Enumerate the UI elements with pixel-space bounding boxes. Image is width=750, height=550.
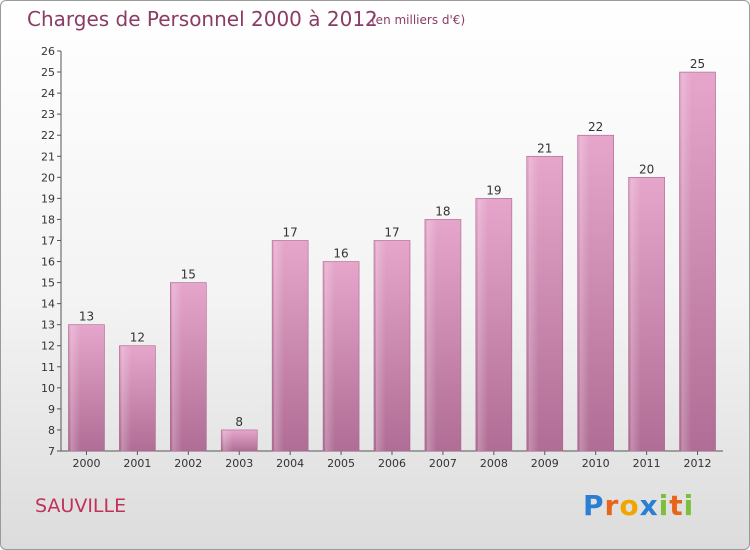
x-tick-label: 2000 — [72, 457, 100, 470]
bar-highlight — [528, 157, 539, 451]
bar-highlight — [579, 136, 590, 452]
logo-letter: x — [639, 489, 659, 522]
bar-highlight — [121, 346, 132, 451]
bar-highlight — [376, 241, 386, 451]
x-tick-label: 2011 — [633, 457, 661, 470]
bar-highlight — [223, 430, 234, 451]
logo-letter: i — [658, 489, 670, 522]
bar-value-label: 12 — [130, 331, 145, 345]
y-tick-label: 24 — [41, 87, 55, 100]
y-tick-label: 12 — [41, 340, 55, 353]
x-tick-label: 2010 — [582, 457, 610, 470]
y-tick-label: 26 — [41, 45, 55, 58]
chart-title: Charges de Personnel 2000 à 2012 — [27, 7, 378, 31]
bar-highlight — [274, 241, 285, 451]
chart-subtitle: (en milliers d'€) — [371, 13, 466, 27]
x-tick-label: 2012 — [684, 457, 712, 470]
bar-highlight — [172, 283, 183, 451]
y-tick-label: 22 — [41, 129, 55, 142]
x-tick-label: 2006 — [378, 457, 406, 470]
y-tick-label: 9 — [48, 403, 55, 416]
x-tick-label: 2009 — [531, 457, 559, 470]
logo-letter: r — [604, 489, 620, 522]
x-tick-label: 2002 — [174, 457, 202, 470]
y-tick-label: 10 — [41, 382, 55, 395]
y-tick-label: 16 — [41, 256, 55, 269]
y-tick-label: 17 — [41, 234, 55, 247]
bar-value-label: 8 — [235, 415, 243, 429]
bar-value-label: 25 — [690, 57, 705, 71]
y-tick-label: 19 — [41, 192, 55, 205]
bar-highlight — [477, 199, 488, 451]
y-tick-label: 21 — [41, 150, 55, 163]
y-tick-label: 8 — [48, 424, 55, 437]
y-tick-label: 23 — [41, 108, 55, 121]
city-name: SAUVILLE — [35, 495, 127, 517]
x-tick-label: 2004 — [276, 457, 304, 470]
bar-value-label: 22 — [588, 120, 603, 134]
logo-letter: i — [683, 489, 695, 522]
bar-highlight — [70, 325, 81, 451]
x-tick-label: 2003 — [225, 457, 253, 470]
bar-value-label: 17 — [283, 225, 298, 239]
bar-value-label: 19 — [486, 183, 501, 197]
logo-letter: P — [583, 489, 605, 522]
y-tick-label: 15 — [41, 277, 55, 290]
x-tick-label: 2005 — [327, 457, 355, 470]
y-tick-label: 11 — [41, 361, 55, 374]
y-tick-label: 14 — [41, 298, 55, 311]
y-tick-label: 25 — [41, 66, 55, 79]
logo-letter: o — [619, 489, 640, 522]
x-tick-label: 2008 — [480, 457, 508, 470]
bar-highlight — [426, 220, 437, 451]
y-tick-label: 13 — [41, 319, 55, 332]
x-tick-label: 2001 — [123, 457, 151, 470]
bar-value-label: 20 — [639, 162, 654, 176]
bar-highlight — [325, 262, 336, 451]
y-tick-label: 7 — [48, 445, 55, 458]
y-tick-label: 20 — [41, 171, 55, 184]
bar-highlight — [630, 178, 641, 451]
proxiti-logo: Proxiti — [583, 489, 694, 522]
bar-value-label: 16 — [333, 247, 348, 261]
x-tick-label: 2007 — [429, 457, 457, 470]
bar-value-label: 13 — [79, 310, 94, 324]
logo-letter: t — [669, 489, 684, 522]
bar-value-label: 18 — [435, 204, 450, 218]
bar-value-label: 17 — [384, 225, 399, 239]
y-tick-label: 18 — [41, 213, 55, 226]
bar-highlight — [681, 73, 692, 451]
bar-value-label: 21 — [537, 141, 552, 155]
bar-value-label: 15 — [181, 268, 196, 282]
